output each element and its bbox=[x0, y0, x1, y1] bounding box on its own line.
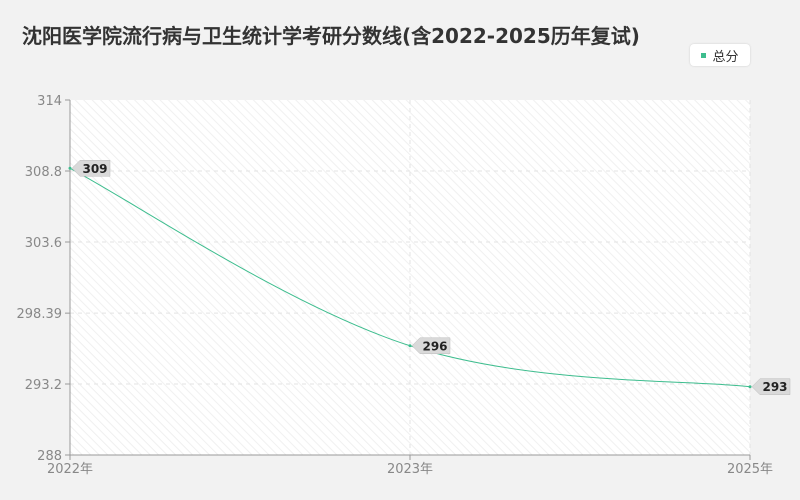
y-tick-label: 293.2 bbox=[25, 378, 62, 393]
data-label-bg bbox=[411, 337, 451, 355]
x-tick-label: 2022年 bbox=[47, 462, 93, 477]
y-tick-label: 298.39 bbox=[17, 307, 63, 322]
data-label: 309 bbox=[82, 162, 107, 176]
x-tick-label: 2025年 bbox=[727, 462, 773, 477]
legend-swatch bbox=[701, 52, 707, 58]
chart-title: 沈阳医学院流行病与卫生统计学考研分数线(含2022-2025历年复试) bbox=[22, 24, 640, 48]
data-point bbox=[68, 166, 72, 170]
data-point bbox=[748, 385, 752, 389]
data-point bbox=[408, 344, 412, 348]
data-label-bg bbox=[71, 160, 111, 177]
y-tick-label: 288 bbox=[37, 449, 62, 464]
data-label: 293 bbox=[762, 380, 787, 394]
legend[interactable]: 总分 bbox=[690, 44, 750, 66]
x-tick-label: 2023年 bbox=[387, 462, 433, 477]
data-label: 296 bbox=[422, 339, 447, 353]
legend-label: 总分 bbox=[712, 49, 739, 65]
data-label-bg bbox=[751, 378, 791, 395]
y-tick-label: 314 bbox=[37, 94, 62, 109]
y-tick-label: 303.6 bbox=[25, 236, 62, 251]
y-tick-label: 308.8 bbox=[25, 165, 62, 180]
